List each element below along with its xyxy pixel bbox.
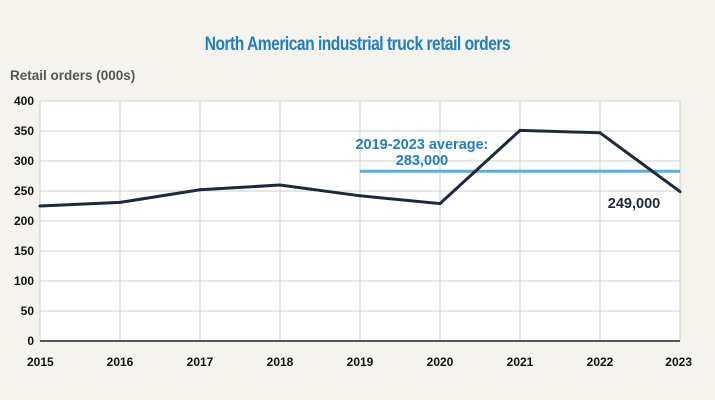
average-label-line2: 283,000 (396, 153, 448, 169)
data-point-2016 (118, 200, 122, 204)
data-point-2021 (518, 128, 522, 132)
gridlines (39, 100, 681, 341)
x-tick-2018: 2018 (267, 355, 294, 369)
x-tick-2015: 2015 (27, 355, 54, 369)
x-tick-2022: 2022 (587, 355, 614, 369)
data-points (38, 128, 682, 208)
data-point-2019 (358, 194, 362, 198)
x-tick-labels: 2015 2016 2017 2018 2019 2020 2021 2022 2023 (27, 355, 692, 369)
data-point-2015 (38, 204, 42, 208)
y-tick-350: 350 (14, 124, 34, 138)
chart-title: North American industrial truck retail o… (204, 34, 511, 55)
x-tick-2016: 2016 (107, 355, 134, 369)
x-tick-2023: 2023 (665, 355, 692, 369)
y-tick-labels: 0 50 100 150 200 250 300 350 400 (14, 94, 34, 348)
average-label-line1: 2019-2023 average: (355, 137, 488, 153)
data-point-2017 (198, 188, 202, 192)
x-tick-2021: 2021 (507, 355, 534, 369)
y-tick-200: 200 (14, 214, 34, 228)
data-point-2020 (438, 202, 442, 206)
x-tick-2020: 2020 (427, 355, 454, 369)
y-tick-50: 50 (21, 304, 35, 318)
y-tick-250: 250 (14, 184, 34, 198)
y-tick-0: 0 (27, 334, 34, 348)
end-value-label: 249,000 (608, 196, 660, 212)
y-tick-400: 400 (14, 94, 34, 108)
data-point-2022 (598, 131, 602, 135)
y-axis-label: Retail orders (000s) (10, 68, 136, 83)
x-tick-2017: 2017 (187, 355, 214, 369)
y-tick-300: 300 (14, 154, 34, 168)
data-point-2018 (278, 183, 282, 187)
y-tick-150: 150 (14, 244, 34, 258)
x-tick-2019: 2019 (347, 355, 374, 369)
y-tick-100: 100 (14, 274, 34, 288)
data-point-2023 (678, 190, 682, 194)
